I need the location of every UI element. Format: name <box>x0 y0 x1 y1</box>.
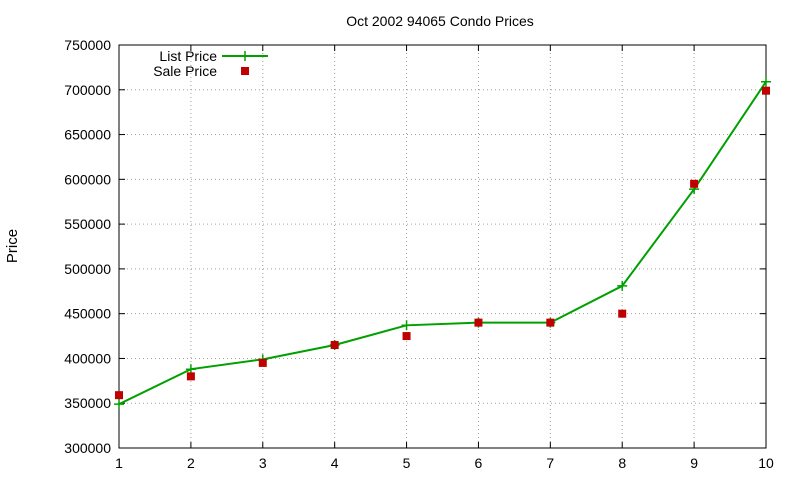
legend-label-sale-price: Sale Price <box>153 63 217 79</box>
legend: List Price Sale Price <box>153 48 268 79</box>
list-price-point <box>401 320 412 331</box>
sale-price-point <box>474 318 483 327</box>
grid-lines <box>119 45 766 448</box>
y-tick-label: 750000 <box>64 37 111 53</box>
y-tick-label: 500000 <box>64 261 111 277</box>
y-tick-label: 300000 <box>64 440 111 456</box>
list-price-point <box>114 399 124 410</box>
legend-marker-sale-price <box>241 67 249 75</box>
x-tick-label: 8 <box>618 455 626 471</box>
y-tick-label: 450000 <box>64 306 111 322</box>
y-tick-label: 700000 <box>64 82 111 98</box>
y-tick-label: 600000 <box>64 171 111 187</box>
x-tick-label: 7 <box>546 455 554 471</box>
y-axis-label: Price <box>4 229 21 263</box>
x-tick-label: 10 <box>758 455 774 471</box>
sale-price-point <box>618 309 627 318</box>
sale-price-point <box>330 341 339 350</box>
sale-price-point <box>258 358 267 367</box>
y-tick-label: 350000 <box>64 395 111 411</box>
x-tick-label: 1 <box>115 455 123 471</box>
chart-title: Oct 2002 94065 Condo Prices <box>346 13 534 29</box>
x-tick-label: 5 <box>403 455 411 471</box>
x-tick-label: 6 <box>475 455 483 471</box>
sale-price-point <box>690 179 699 188</box>
list-price-point <box>617 280 628 291</box>
sale-price-point <box>762 86 770 95</box>
legend-label-list-price: List Price <box>159 48 217 64</box>
y-tick-label: 650000 <box>64 127 111 143</box>
x-tick-label: 2 <box>187 455 195 471</box>
sale-price-point <box>402 332 411 341</box>
plot-frame <box>118 44 767 449</box>
data-series <box>114 76 771 410</box>
sale-price-point <box>186 372 195 381</box>
x-tick-label: 9 <box>690 455 698 471</box>
y-tick-label: 400000 <box>64 350 111 366</box>
sale-price-point <box>546 318 555 327</box>
list-price-point <box>761 76 771 87</box>
axis-ticks: 300000 350000 400000 450000 500000 550000 6000… <box>64 37 774 471</box>
x-tick-label: 4 <box>331 455 339 471</box>
list-price-line <box>118 81 767 406</box>
x-tick-label: 3 <box>259 455 267 471</box>
y-tick-label: 550000 <box>64 216 111 232</box>
legend-marker-list-price <box>240 51 250 61</box>
sale-price-point <box>115 391 123 400</box>
